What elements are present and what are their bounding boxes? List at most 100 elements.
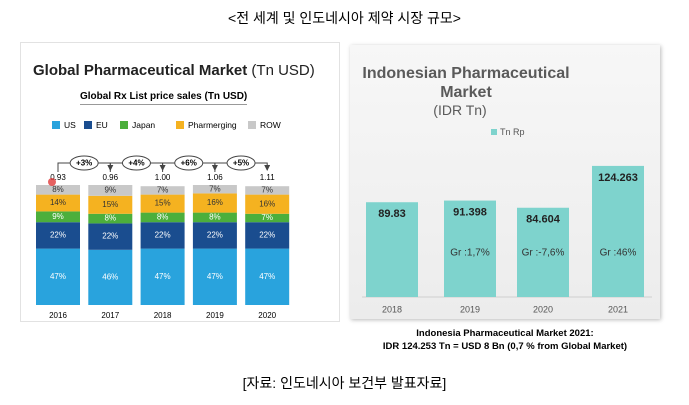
growth-label: +6% — [181, 159, 197, 168]
bar — [517, 207, 569, 297]
total-label: 0.96 — [103, 173, 119, 182]
bar-segment — [140, 194, 185, 213]
legend-swatch — [120, 121, 128, 129]
growth-label: +4% — [128, 159, 144, 168]
value-label: 8% — [209, 213, 221, 222]
x-tick-label: 2020 — [533, 304, 553, 314]
growth-badge — [174, 155, 204, 171]
value-label: 22% — [50, 231, 66, 240]
bar-segment — [140, 248, 185, 305]
x-tick-label: 2020 — [258, 311, 276, 320]
value-label: 8% — [157, 213, 169, 222]
x-tick-label: 2019 — [206, 311, 224, 320]
total-label: 1.00 — [155, 173, 171, 182]
right-title: Indonesian Pharmaceutical Market — [362, 65, 570, 101]
value-label: 22% — [102, 232, 118, 241]
growth-badge — [69, 155, 99, 171]
marker-dot — [48, 178, 56, 186]
bar — [592, 165, 644, 297]
value-label: 7% — [261, 213, 273, 222]
value-label: 91.398 — [453, 206, 487, 218]
legend-label: Japan — [132, 120, 155, 130]
bar-segment — [88, 249, 133, 305]
legend-swatch — [491, 129, 497, 135]
total-label: 1.11 — [260, 173, 276, 182]
legend-label: EU — [96, 120, 108, 130]
bar-segment — [140, 186, 185, 195]
value-label: 22% — [155, 231, 171, 240]
bar — [366, 202, 418, 297]
bar-segment — [245, 222, 290, 249]
bar-segment — [245, 213, 290, 223]
value-label: 84.604 — [526, 214, 561, 226]
value-label: 47% — [259, 272, 275, 281]
value-label: 15% — [102, 200, 118, 209]
growth-label: +5% — [233, 159, 249, 168]
bar-segment — [192, 193, 237, 213]
source: [자료: 인도네시아 보건부 발표자료] — [242, 375, 447, 391]
left-title: Global Pharmaceutical Market (Tn USD) — [33, 62, 323, 80]
legend-label: Tn Rp — [500, 127, 525, 137]
bar-segment — [36, 185, 80, 195]
value-label: 9% — [52, 212, 64, 221]
value-label: 22% — [259, 231, 275, 240]
value-label: 8% — [52, 185, 64, 194]
bar-segment — [192, 248, 237, 305]
growth-label: Gr :1,7% — [450, 248, 490, 259]
legend-label: ROW — [260, 120, 281, 130]
growth-badge — [121, 155, 151, 171]
value-label: 16% — [207, 198, 223, 207]
bar-segment — [36, 211, 80, 223]
legend-label: US — [64, 120, 76, 130]
bar-segment — [88, 195, 133, 214]
bar-segment — [245, 186, 290, 195]
growth-label: +3% — [76, 159, 92, 168]
bar-segment — [88, 223, 133, 250]
bar-segment — [88, 213, 133, 224]
growth-arrow — [214, 162, 267, 172]
x-tick-label: 2019 — [460, 304, 480, 314]
bar-segment — [245, 248, 290, 305]
value-label: 46% — [102, 273, 118, 282]
value-label: 7% — [157, 186, 169, 195]
bar-segment — [36, 248, 80, 305]
value-label: 14% — [50, 198, 66, 207]
bar-segment — [140, 212, 185, 223]
title-text: Global Pharmaceutical Market — [33, 62, 248, 79]
value-label: 124.263 — [598, 172, 638, 184]
legend-swatch — [176, 121, 184, 129]
bar-segment — [245, 194, 290, 214]
bar-segment — [192, 222, 237, 249]
total-label: 1.06 — [207, 173, 223, 182]
value-label: 7% — [261, 186, 273, 195]
x-tick-label: 2018 — [154, 311, 172, 320]
growth-badge — [226, 155, 256, 171]
value-label: 22% — [207, 231, 223, 240]
legend-swatch — [84, 121, 92, 129]
value-label: 89.83 — [378, 208, 406, 220]
legend-label: Pharmerging — [188, 120, 237, 130]
x-tick-label: 2021 — [608, 304, 628, 314]
growth-label: Gr :46% — [600, 248, 637, 259]
bar — [444, 200, 496, 297]
footnote: Indonesia Pharmaceutical Market 2021: ID… — [350, 327, 660, 353]
value-label: 7% — [209, 184, 221, 193]
bar-segment — [36, 194, 80, 212]
footnote-line: IDR 124.253 Tn = USD 8 Bn (0,7 % from Gl… — [382, 341, 628, 352]
bar-segment — [140, 222, 185, 249]
value-label: 9% — [105, 186, 117, 195]
value-label: 8% — [105, 214, 117, 223]
title-unit: (Tn USD) — [251, 62, 315, 79]
bar-segment — [88, 185, 133, 196]
left-panel — [20, 42, 340, 322]
right-subtitle: (IDR Tn) — [433, 102, 487, 118]
value-label: 15% — [155, 199, 171, 208]
value-label: 47% — [155, 272, 171, 281]
total-label: 0.93 — [50, 173, 66, 182]
bar-segment — [192, 185, 237, 194]
bar-segment — [192, 212, 237, 223]
left-subtitle: Global Rx List price sales (Tn USD) — [80, 91, 248, 105]
legend-swatch — [52, 121, 60, 129]
